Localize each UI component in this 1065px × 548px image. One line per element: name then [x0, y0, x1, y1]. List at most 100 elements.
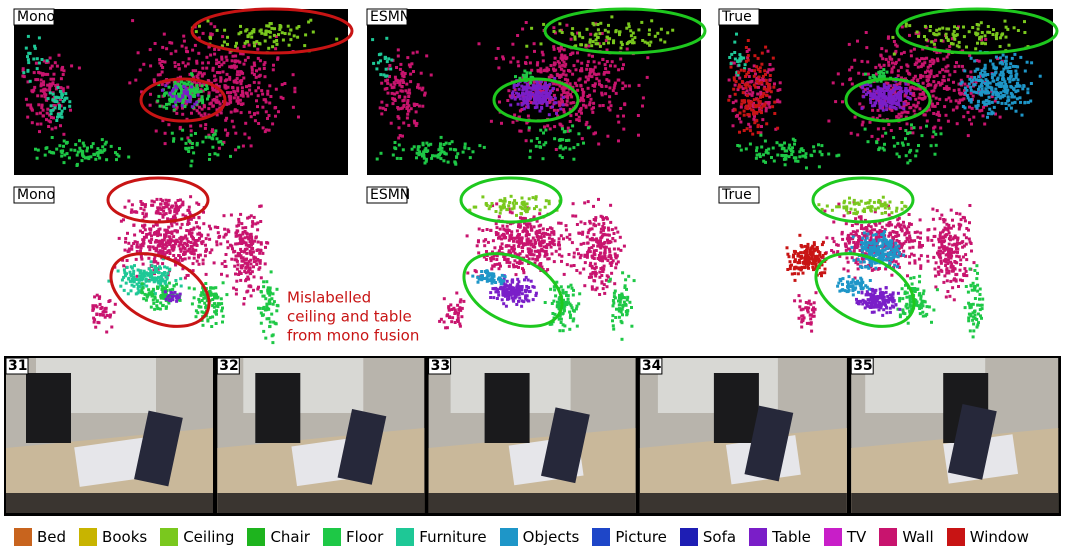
point — [525, 96, 528, 99]
point — [63, 107, 66, 110]
point — [151, 264, 154, 267]
point — [202, 222, 205, 225]
point — [593, 218, 596, 221]
point — [764, 73, 767, 76]
point — [189, 90, 192, 93]
point — [154, 267, 157, 270]
point — [167, 200, 170, 203]
point — [533, 94, 536, 97]
point — [919, 126, 922, 129]
point — [29, 80, 32, 83]
point — [1008, 104, 1011, 107]
point — [429, 143, 432, 146]
point — [202, 259, 205, 262]
point — [757, 124, 760, 127]
point — [42, 114, 45, 117]
point — [743, 129, 746, 132]
point — [234, 148, 237, 151]
point — [543, 125, 546, 128]
point — [964, 92, 967, 95]
point — [755, 119, 758, 122]
point — [580, 243, 583, 246]
point — [129, 273, 132, 276]
point — [785, 154, 788, 157]
point — [486, 228, 489, 231]
point — [221, 321, 224, 324]
point — [203, 112, 206, 115]
point — [225, 56, 228, 59]
point — [538, 99, 541, 102]
point — [562, 96, 565, 99]
point — [783, 142, 786, 145]
point — [148, 248, 151, 251]
point — [559, 146, 562, 149]
point — [156, 299, 159, 302]
point — [73, 149, 76, 152]
point — [218, 61, 221, 64]
point — [134, 79, 137, 82]
point — [271, 341, 274, 344]
point — [970, 98, 973, 101]
point — [127, 200, 130, 203]
point — [440, 150, 443, 153]
point — [131, 19, 134, 22]
point — [248, 44, 251, 47]
point — [977, 88, 980, 91]
point — [225, 253, 228, 256]
point — [607, 241, 610, 244]
point — [878, 114, 881, 117]
point — [289, 29, 292, 32]
point — [232, 250, 235, 253]
point — [764, 46, 767, 49]
point — [601, 58, 604, 61]
point — [788, 144, 791, 147]
point — [174, 257, 177, 260]
point — [744, 75, 747, 78]
point — [580, 112, 583, 115]
point — [242, 303, 245, 306]
point — [233, 96, 236, 99]
point — [46, 59, 49, 62]
point — [240, 103, 243, 106]
point — [521, 89, 524, 92]
point — [934, 153, 937, 156]
point — [633, 41, 636, 44]
point — [995, 35, 998, 38]
point — [161, 71, 164, 74]
point — [590, 246, 593, 249]
point — [466, 234, 469, 237]
point — [987, 81, 990, 84]
point — [260, 205, 263, 208]
point — [979, 72, 982, 75]
point — [78, 67, 81, 70]
point — [648, 29, 651, 32]
point — [948, 97, 951, 100]
point — [961, 65, 964, 68]
point — [492, 239, 495, 242]
point — [202, 32, 205, 35]
point — [498, 215, 501, 218]
point — [260, 249, 263, 252]
point — [402, 148, 405, 151]
point — [949, 100, 952, 103]
point — [122, 264, 125, 267]
point — [216, 243, 219, 246]
point — [989, 59, 992, 62]
point — [889, 90, 892, 93]
point — [942, 75, 945, 78]
point — [953, 89, 956, 92]
point — [126, 266, 129, 269]
point — [177, 254, 180, 257]
point — [917, 144, 920, 147]
point — [531, 257, 534, 260]
point — [610, 272, 613, 275]
point — [275, 309, 278, 312]
point — [257, 307, 260, 310]
point — [543, 245, 546, 248]
point — [253, 112, 256, 115]
point — [234, 132, 237, 135]
point — [224, 129, 227, 132]
point — [621, 67, 624, 70]
point — [516, 84, 519, 87]
point — [517, 64, 520, 67]
